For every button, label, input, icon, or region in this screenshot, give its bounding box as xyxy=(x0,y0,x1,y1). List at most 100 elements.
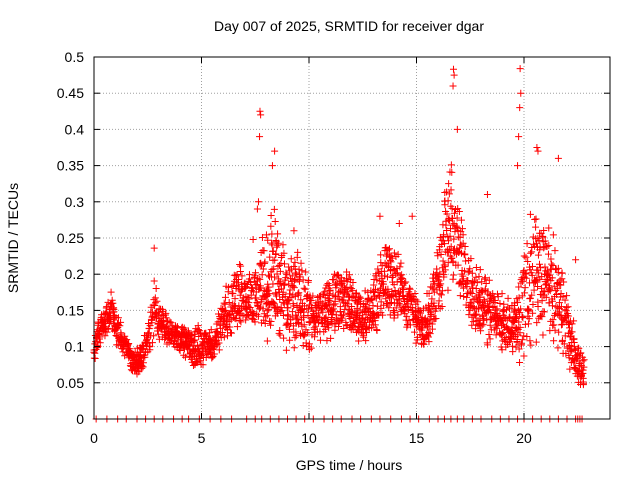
data-point xyxy=(425,289,433,297)
data-point xyxy=(203,349,211,357)
data-point xyxy=(146,342,154,350)
data-point xyxy=(515,283,523,291)
data-point xyxy=(338,314,346,322)
data-point xyxy=(540,226,548,234)
data-point xyxy=(526,294,534,302)
data-point xyxy=(146,322,154,330)
data-point xyxy=(558,269,566,277)
data-point xyxy=(282,269,290,277)
data-point xyxy=(530,286,538,294)
data-point xyxy=(273,292,281,300)
data-point xyxy=(103,328,111,336)
data-point xyxy=(577,349,585,357)
data-point xyxy=(396,263,404,271)
data-point xyxy=(312,322,320,330)
data-point xyxy=(237,262,245,270)
data-point xyxy=(555,299,563,307)
data-point xyxy=(251,269,259,277)
data-point xyxy=(380,280,388,288)
data-point xyxy=(284,315,292,323)
data-point xyxy=(548,302,556,310)
data-point xyxy=(459,284,467,292)
data-point xyxy=(306,293,314,301)
data-point xyxy=(478,322,486,330)
data-point xyxy=(233,270,241,278)
data-point xyxy=(349,287,357,295)
data-point xyxy=(245,271,253,279)
data-point xyxy=(529,300,537,308)
data-point xyxy=(493,324,501,332)
data-point xyxy=(279,311,287,319)
data-point xyxy=(457,216,465,224)
data-point xyxy=(376,293,384,301)
data-point xyxy=(553,285,561,293)
data-point xyxy=(533,274,541,282)
data-point xyxy=(516,104,524,112)
data-point xyxy=(275,329,283,337)
data-point xyxy=(534,283,542,291)
data-point xyxy=(262,231,270,239)
data-point xyxy=(304,312,312,320)
data-point xyxy=(450,235,458,243)
data-point xyxy=(259,265,267,273)
data-point xyxy=(293,315,301,323)
data-point xyxy=(437,251,445,259)
data-point xyxy=(516,309,524,317)
x-axis-label: GPS time / hours xyxy=(296,457,403,473)
data-point xyxy=(440,232,448,240)
data-point xyxy=(348,302,356,310)
data-point xyxy=(228,329,236,337)
data-point xyxy=(536,264,544,272)
data-point xyxy=(213,341,221,349)
data-point xyxy=(520,352,528,360)
data-point xyxy=(286,290,294,298)
data-point xyxy=(353,305,361,313)
data-point xyxy=(444,197,452,205)
data-point xyxy=(453,214,461,222)
data-point xyxy=(265,306,273,314)
data-point xyxy=(554,344,562,352)
y-tick-label: 0.15 xyxy=(57,302,84,318)
x-tick-labels: 0 5 10 15 20 xyxy=(90,430,532,446)
data-point xyxy=(176,347,184,355)
data-point xyxy=(433,269,441,277)
data-point xyxy=(145,325,153,333)
data-point xyxy=(402,278,410,286)
data-point xyxy=(235,276,243,284)
data-point xyxy=(307,297,315,305)
data-point xyxy=(559,336,567,344)
data-point xyxy=(480,296,488,304)
data-point xyxy=(517,305,525,313)
y-tick-label: 0.25 xyxy=(57,230,84,246)
data-point xyxy=(297,259,305,267)
data-point xyxy=(326,286,334,294)
data-point xyxy=(580,363,588,371)
data-point xyxy=(535,269,543,277)
data-point xyxy=(476,266,484,274)
data-point xyxy=(536,260,544,268)
data-point xyxy=(288,272,296,280)
data-point xyxy=(570,317,578,325)
data-point xyxy=(302,268,310,276)
y-tick-label: 0.1 xyxy=(65,339,85,355)
data-point xyxy=(394,250,402,258)
data-point xyxy=(295,289,303,297)
data-point xyxy=(484,341,492,349)
data-point xyxy=(538,297,546,305)
data-point xyxy=(486,335,494,343)
data-point xyxy=(560,340,568,348)
data-point xyxy=(258,233,266,241)
data-point xyxy=(472,273,480,281)
data-point xyxy=(272,250,280,258)
data-point xyxy=(123,336,131,344)
data-point xyxy=(440,273,448,281)
data-point xyxy=(274,239,282,247)
data-point xyxy=(561,296,569,304)
data-point xyxy=(373,276,381,284)
data-point xyxy=(300,284,308,292)
data-point xyxy=(555,328,563,336)
data-point xyxy=(532,277,540,285)
data-point xyxy=(150,296,158,304)
y-tick-label: 0.45 xyxy=(57,85,84,101)
data-point xyxy=(268,239,276,247)
